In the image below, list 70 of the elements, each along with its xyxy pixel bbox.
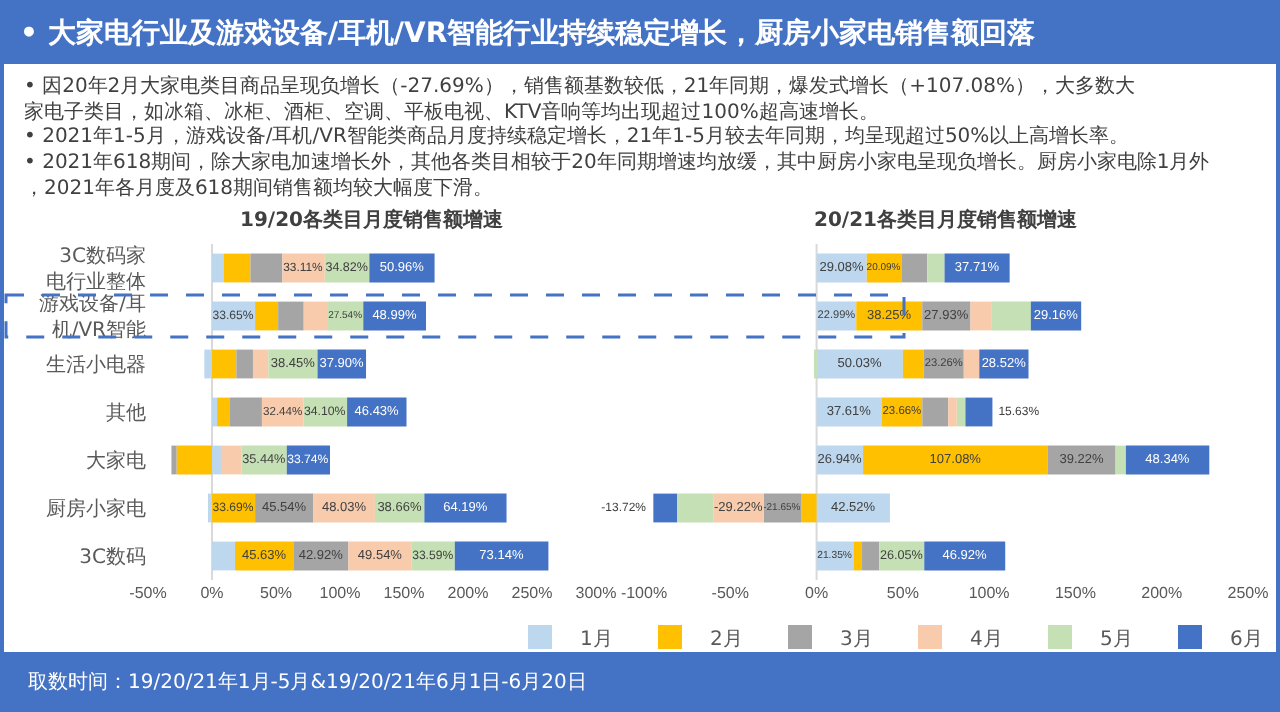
y-tick-label: 3C数码 <box>79 547 146 569</box>
x-tick-label: 150% <box>383 584 425 602</box>
x-tick-label: 0% <box>200 584 224 602</box>
bar <box>970 301 992 331</box>
x-tick-label: 200% <box>1141 584 1183 602</box>
bar <box>303 301 329 331</box>
text: • 2021年1-5月，游戏设备/耳机/VR智能类商品月度持续稳定增长，21年1-5月较去年同期，均呈现超过50%以上高增长率。 <box>24 124 1130 148</box>
bar <box>212 541 236 571</box>
x-tick-label: 100% <box>968 584 1010 602</box>
y-tick-label: 厨房小家电 <box>46 497 146 521</box>
x-tick-label: 150% <box>1054 584 1096 602</box>
legend-label: 3月 <box>840 628 873 651</box>
text: • 因20年2月大家电类目商品呈现负增长（-27.69%），销售额基数较低，21年同期，爆发式增长（+107.08%），大多数大家电子类目，如冰箱、冰柜、酒柜、空调、平板电视、KTV音响等均出现超过100%超高速增长。 <box>24 74 1135 124</box>
bar <box>236 349 253 379</box>
bar <box>863 445 1048 475</box>
chart-title: 20/21各类目月度销售额增速 <box>814 208 1079 232</box>
bar <box>956 397 966 427</box>
bar <box>1115 445 1126 475</box>
bar <box>801 493 817 523</box>
y-tick-label: 大家电 <box>86 449 146 473</box>
bar <box>217 397 230 427</box>
x-tick-label: 50% <box>259 584 293 602</box>
bar <box>212 253 224 283</box>
x-tick-label: 50% <box>886 584 919 602</box>
bar <box>278 301 304 331</box>
bar <box>965 397 993 427</box>
bar <box>223 253 251 283</box>
bar <box>250 253 283 283</box>
y-tick-label: 其他 <box>106 401 146 425</box>
bar <box>677 493 714 523</box>
text: • 2021年618期间，除大家电加速增长外，其他各类目相较于20年同期增速均放缓，其中厨房小家电呈现负增长。厨房小家电除1月外，2021年各月度及618期间销售额均较大幅度下滑。 <box>24 150 1210 200</box>
bar <box>963 349 980 379</box>
bar <box>212 397 218 427</box>
legend-label: 5月 <box>1100 628 1133 651</box>
y-tick-label: 3C数码家电行业整体 <box>46 244 146 294</box>
x-tick-label: 250% <box>1227 584 1269 602</box>
bar <box>948 397 957 427</box>
bar <box>229 397 262 427</box>
bar <box>176 445 212 475</box>
bar <box>212 349 237 379</box>
bar <box>255 301 279 331</box>
bar <box>991 301 1031 331</box>
bar <box>212 445 221 475</box>
bar <box>862 541 880 571</box>
x-tick-label: -50% <box>129 584 167 602</box>
x-tick-label: 100% <box>319 584 361 602</box>
x-tick-label: -50% <box>711 584 749 602</box>
bar <box>204 349 212 379</box>
x-tick-label: -100% <box>620 584 668 602</box>
bar <box>171 445 177 475</box>
x-tick-label: 200% <box>447 584 489 602</box>
bar <box>252 349 269 379</box>
x-tick-label: 300% <box>575 584 617 602</box>
bar <box>853 541 863 571</box>
text: • 大家电行业及游戏设备/耳机/VR智能行业持续稳定增长，厨房小家电销售额回落 <box>20 16 1038 50</box>
bar <box>927 253 945 283</box>
y-tick-label: 生活小电器 <box>46 353 146 377</box>
bar <box>902 349 924 379</box>
text: 取数时间：19/20/21年1月-5月&19/20/21年6月1日-6月20日 <box>28 670 587 694</box>
bar <box>653 493 678 523</box>
legend-label: 2月 <box>710 628 743 651</box>
bar <box>922 397 949 427</box>
x-tick-label: 0% <box>805 584 829 602</box>
legend-label: 4月 <box>970 628 1003 651</box>
legend-label: 1月 <box>580 628 613 651</box>
bar <box>901 253 928 283</box>
chart-title: 19/20各类目月度销售额增速 <box>240 208 505 232</box>
legend-label: 6月 <box>1230 628 1263 651</box>
x-tick-label: 250% <box>511 584 553 602</box>
bar <box>220 445 242 475</box>
